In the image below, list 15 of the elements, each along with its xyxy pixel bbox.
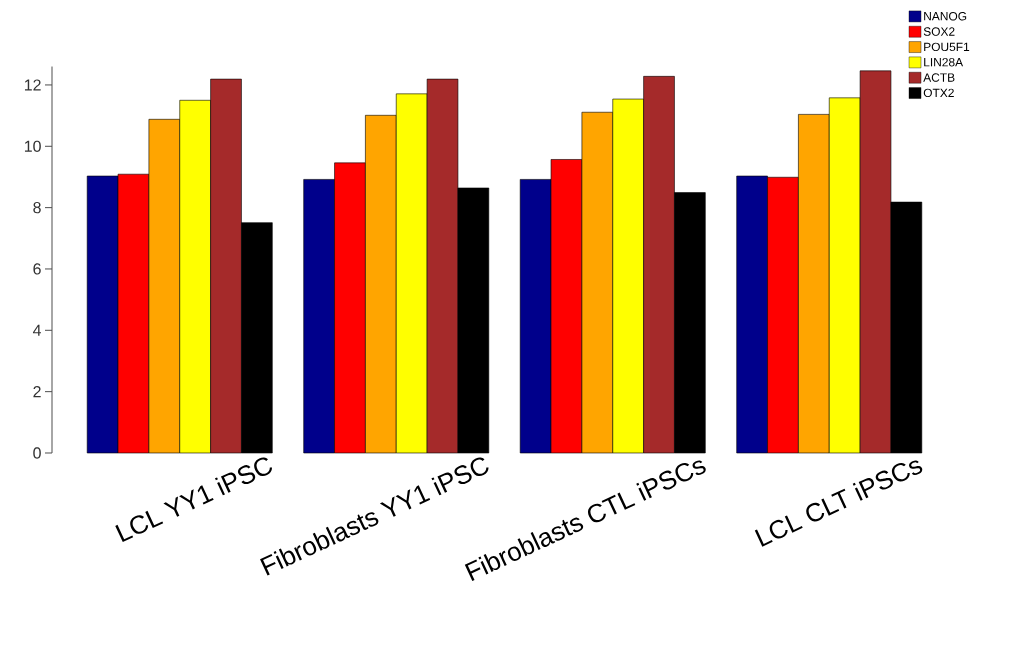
legend-label: SOX2	[923, 27, 955, 36]
x-tick-label: LCL YY1 iPSC	[115, 457, 273, 543]
y-tick-label: 2	[33, 386, 41, 398]
y-tick-label: 8	[33, 201, 41, 214]
y-tick-label: 4	[32, 324, 42, 336]
legend-label: OTX2	[923, 88, 954, 98]
x-tick-label: LCL CLT iPSCs	[754, 460, 923, 547]
legend-label: LIN28A	[924, 57, 964, 67]
legend-label: ACTB	[923, 73, 955, 82]
legend-label: POU5F1	[924, 42, 970, 52]
y-tick-label: 12	[24, 79, 41, 91]
legend-label: NANOG	[924, 12, 967, 21]
y-tick-label: 6	[33, 263, 41, 275]
y-tick-label: 10	[24, 140, 41, 152]
y-tick-label: 0	[33, 447, 41, 459]
